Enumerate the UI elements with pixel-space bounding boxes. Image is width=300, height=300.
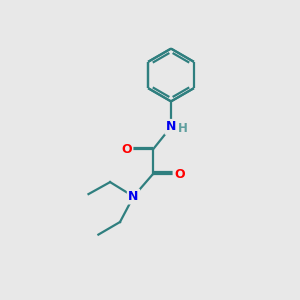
Text: N: N [128, 190, 139, 203]
Text: N: N [166, 120, 176, 134]
Text: H: H [178, 122, 187, 135]
Text: O: O [174, 167, 185, 181]
Text: O: O [121, 143, 132, 156]
